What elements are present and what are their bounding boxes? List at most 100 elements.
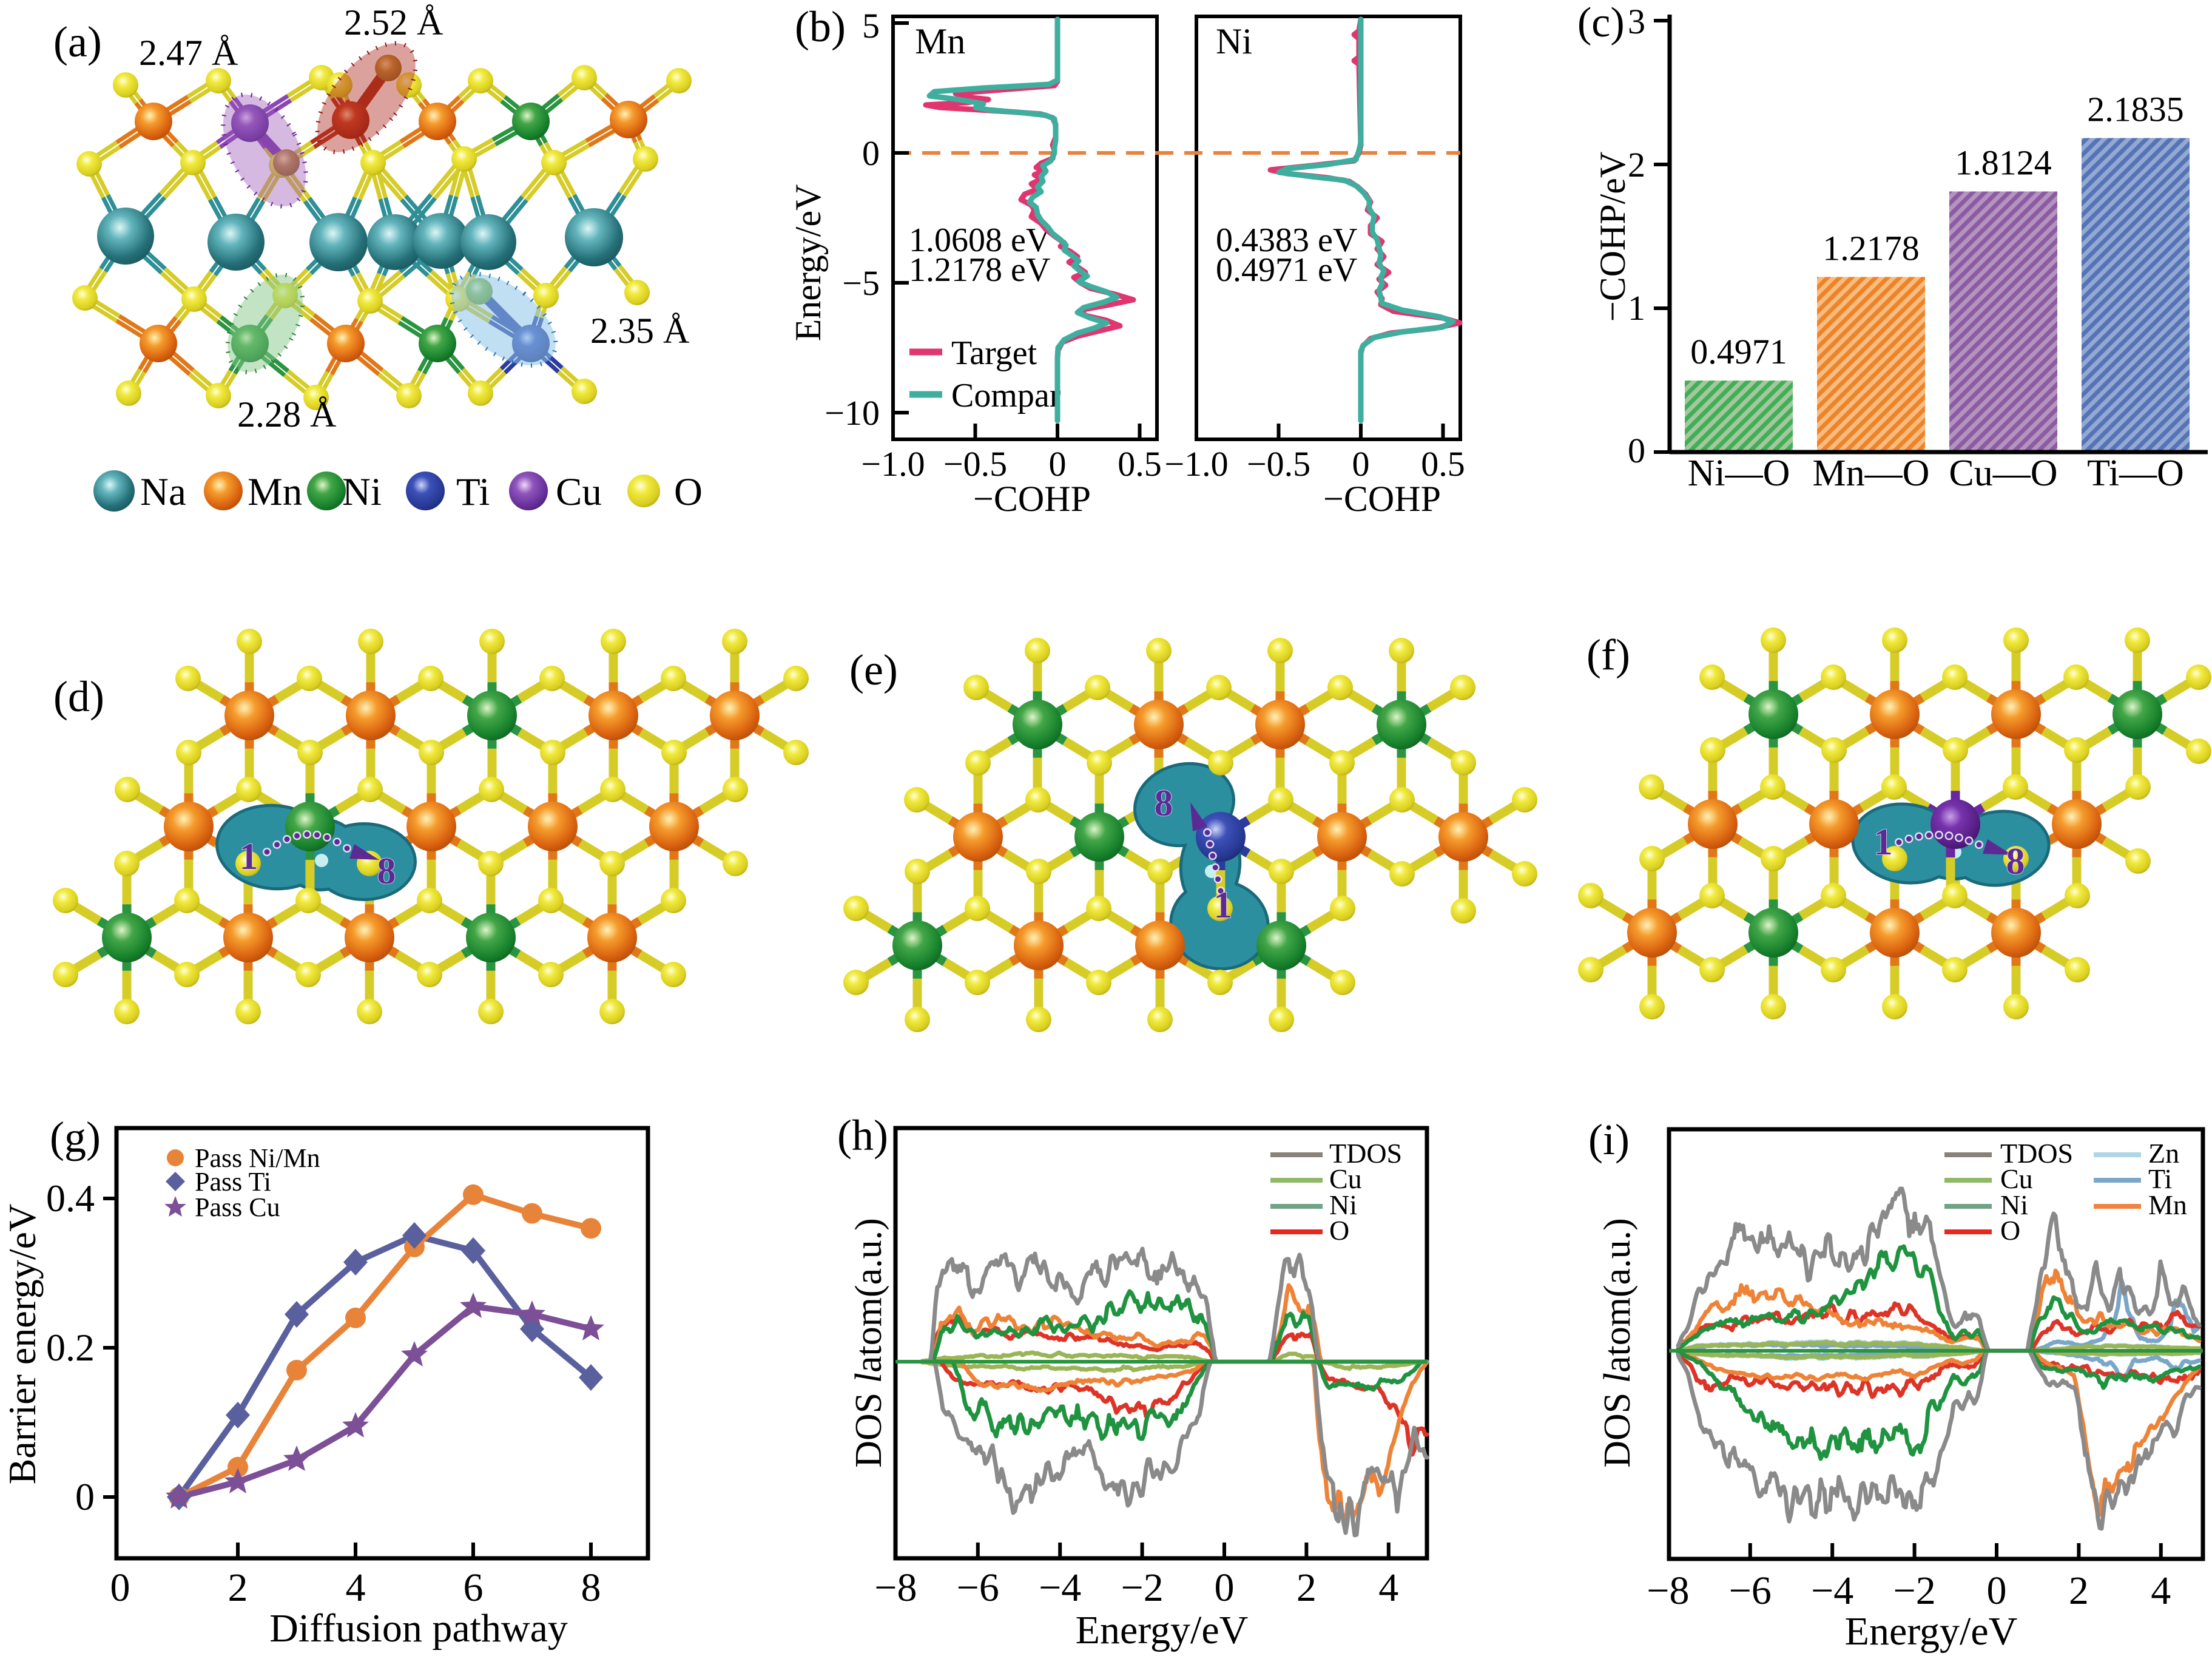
svg-text:1.0608 eV: 1.0608 eV <box>909 221 1050 259</box>
svg-text:−0.5: −0.5 <box>943 444 1007 484</box>
svg-text:1: 1 <box>1214 885 1233 926</box>
svg-text:TDOS: TDOS <box>1329 1138 1402 1169</box>
svg-text:O: O <box>2000 1215 2020 1246</box>
svg-text:2.28 Å: 2.28 Å <box>237 394 336 434</box>
svg-text:−1.0: −1.0 <box>861 444 925 484</box>
svg-text:(g): (g) <box>50 1113 101 1161</box>
svg-text:0: 0 <box>1215 1566 1235 1610</box>
svg-text:Cu—O: Cu—O <box>1949 453 2057 494</box>
svg-text:Ti: Ti <box>456 470 490 514</box>
svg-text:(i): (i) <box>1588 1115 1630 1164</box>
svg-text:(c): (c) <box>1577 0 1625 46</box>
svg-text:0.4971: 0.4971 <box>1690 332 1787 371</box>
svg-text:(b): (b) <box>795 2 846 51</box>
svg-text:4: 4 <box>346 1566 366 1610</box>
svg-text:0: 0 <box>110 1566 130 1610</box>
svg-text:(h): (h) <box>837 1111 888 1160</box>
svg-text:Mn: Mn <box>248 470 302 514</box>
svg-text:1: 1 <box>1874 822 1893 863</box>
svg-text:(d): (d) <box>53 672 104 721</box>
svg-text:0.5: 0.5 <box>1118 444 1162 484</box>
svg-text:0: 0 <box>1987 1569 2007 1613</box>
svg-text:DOS latom(a.u.): DOS latom(a.u.) <box>1597 1218 1638 1468</box>
svg-text:−6: −6 <box>957 1566 999 1610</box>
svg-text:−5: −5 <box>842 263 880 303</box>
svg-text:4: 4 <box>2151 1569 2171 1613</box>
svg-text:5: 5 <box>862 6 880 46</box>
svg-text:TDOS: TDOS <box>2000 1138 2073 1169</box>
svg-text:Zn: Zn <box>2148 1138 2179 1169</box>
svg-text:Energy/eV: Energy/eV <box>1845 1609 2018 1653</box>
svg-text:2.47 Å: 2.47 Å <box>139 33 238 73</box>
svg-text:(f): (f) <box>1587 630 1630 679</box>
svg-text:−COHP/eV: −COHP/eV <box>1593 152 1633 322</box>
svg-text:2.1835: 2.1835 <box>2087 90 2184 129</box>
svg-text:Ti—O: Ti—O <box>2087 453 2184 494</box>
svg-text:8: 8 <box>2006 841 2025 882</box>
svg-text:8: 8 <box>581 1566 601 1610</box>
svg-text:Diffusion pathway: Diffusion pathway <box>269 1606 568 1651</box>
svg-text:−4: −4 <box>1811 1569 1853 1613</box>
svg-text:0: 0 <box>1628 431 1645 470</box>
svg-text:6: 6 <box>464 1566 484 1610</box>
svg-text:1.2178: 1.2178 <box>1823 228 1920 268</box>
svg-text:(a): (a) <box>53 18 102 66</box>
svg-text:8: 8 <box>377 851 396 892</box>
svg-text:1: 1 <box>240 836 258 877</box>
svg-text:Cu: Cu <box>1329 1163 1362 1194</box>
svg-text:−8: −8 <box>1647 1569 1689 1613</box>
svg-text:Ni: Ni <box>342 470 382 514</box>
svg-text:2: 2 <box>1628 145 1645 184</box>
svg-text:−COHP: −COHP <box>973 479 1091 519</box>
svg-text:2: 2 <box>1297 1566 1317 1610</box>
svg-text:4: 4 <box>1378 1566 1398 1610</box>
svg-text:0: 0 <box>1049 444 1067 484</box>
svg-text:1.2178 eV: 1.2178 eV <box>909 251 1050 289</box>
svg-text:Ti: Ti <box>2148 1163 2172 1194</box>
svg-text:0.2: 0.2 <box>46 1326 95 1369</box>
svg-text:1.8124: 1.8124 <box>1955 143 2052 182</box>
svg-text:O: O <box>674 470 703 514</box>
svg-text:2.35 Å: 2.35 Å <box>590 311 689 351</box>
svg-text:−2: −2 <box>1893 1569 1935 1613</box>
svg-text:Pass Ti: Pass Ti <box>195 1167 271 1197</box>
svg-text:Target: Target <box>951 334 1037 372</box>
svg-text:O: O <box>1329 1215 1349 1246</box>
svg-text:Mn—O: Mn—O <box>1813 453 1930 494</box>
svg-text:Cu: Cu <box>2000 1163 2033 1194</box>
svg-text:0.4383 eV: 0.4383 eV <box>1216 221 1357 259</box>
svg-text:Mn: Mn <box>2148 1189 2187 1220</box>
svg-text:Energy/eV: Energy/eV <box>788 184 828 342</box>
svg-text:Pass Ni/Mn: Pass Ni/Mn <box>195 1143 320 1173</box>
svg-text:2: 2 <box>2069 1569 2089 1613</box>
svg-text:0.4: 0.4 <box>46 1177 95 1220</box>
svg-text:−2: −2 <box>1121 1566 1163 1610</box>
svg-text:Ni: Ni <box>2000 1189 2028 1220</box>
svg-text:2.52 Å: 2.52 Å <box>344 2 443 42</box>
svg-text:−1.0: −1.0 <box>1164 444 1228 484</box>
svg-text:8: 8 <box>1155 783 1173 824</box>
svg-text:0.5: 0.5 <box>1421 444 1465 484</box>
svg-text:DOS latom(a.u.): DOS latom(a.u.) <box>848 1218 889 1468</box>
svg-text:Ni: Ni <box>1216 21 1252 61</box>
svg-text:Ni—O: Ni—O <box>1688 453 1790 494</box>
svg-text:2: 2 <box>228 1566 248 1610</box>
svg-text:0: 0 <box>862 133 880 173</box>
svg-text:(e): (e) <box>849 646 898 694</box>
svg-text:Compar: Compar <box>951 377 1061 414</box>
svg-text:−6: −6 <box>1729 1569 1772 1613</box>
svg-text:−0.5: −0.5 <box>1247 444 1310 484</box>
svg-text:Ni: Ni <box>1329 1189 1357 1220</box>
svg-text:3: 3 <box>1628 2 1645 41</box>
svg-text:0: 0 <box>75 1475 95 1518</box>
svg-text:0.4971 eV: 0.4971 eV <box>1216 251 1357 289</box>
svg-text:0: 0 <box>1352 444 1370 484</box>
svg-text:Pass Cu: Pass Cu <box>195 1192 280 1222</box>
svg-text:−8: −8 <box>874 1566 917 1610</box>
svg-text:−4: −4 <box>1039 1566 1081 1610</box>
svg-text:Energy/eV: Energy/eV <box>1076 1608 1249 1652</box>
svg-text:−COHP: −COHP <box>1323 479 1441 519</box>
svg-text:1: 1 <box>1628 288 1645 328</box>
svg-text:Cu: Cu <box>556 470 602 514</box>
svg-text:Barrier energy/eV: Barrier energy/eV <box>1 1204 44 1485</box>
